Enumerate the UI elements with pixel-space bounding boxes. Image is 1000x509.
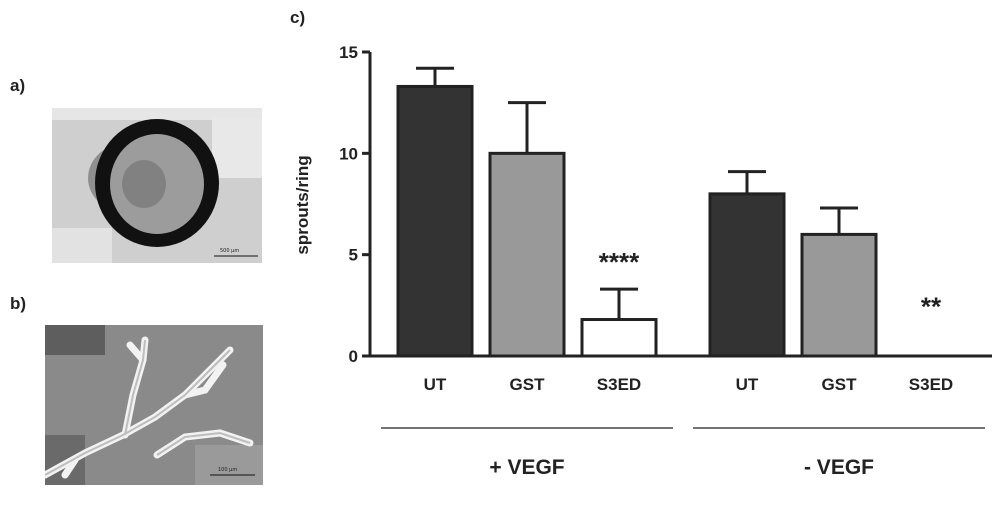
category-label: UT bbox=[424, 375, 447, 394]
bar bbox=[488, 151, 566, 358]
sprouting-micrograph: 100 µm bbox=[45, 325, 263, 485]
category-label: UT bbox=[736, 375, 759, 394]
panel-a-label: a) bbox=[10, 76, 26, 95]
bar bbox=[800, 232, 878, 358]
bar bbox=[580, 318, 658, 358]
significance-label: ** bbox=[921, 291, 942, 321]
chart-axes: 0 5 10 15 bbox=[339, 43, 992, 366]
category-label: GST bbox=[822, 375, 858, 394]
chart-labels: UT GST S3ED **** + VEGF UT GST S3ED ** - VEGF bbox=[381, 247, 985, 479]
group-label: + VEGF bbox=[489, 456, 564, 479]
group-label: - VEGF bbox=[804, 456, 874, 479]
y-tick-label: 15 bbox=[339, 43, 358, 62]
y-tick-label: 10 bbox=[339, 144, 358, 163]
sprouting-image: 100 µm bbox=[45, 325, 263, 485]
chart-bars bbox=[396, 66, 878, 358]
aortic-ring-micrograph: 500 µm bbox=[52, 108, 262, 263]
panel-c-label: c) bbox=[290, 8, 306, 27]
panel-b-label: b) bbox=[10, 294, 27, 313]
scalebar-b-label: 100 µm bbox=[218, 467, 237, 473]
bar bbox=[396, 84, 474, 358]
aortic-ring-image: 500 µm bbox=[52, 108, 262, 263]
category-label: GST bbox=[510, 375, 546, 394]
bar bbox=[708, 192, 786, 358]
significance-label: **** bbox=[599, 247, 640, 277]
category-label: S3ED bbox=[597, 375, 641, 394]
scalebar-a-label: 500 µm bbox=[220, 248, 239, 254]
y-tick-label: 0 bbox=[349, 347, 358, 366]
y-tick-label: 5 bbox=[349, 246, 358, 265]
category-label: S3ED bbox=[909, 375, 953, 394]
y-axis-label: sprouts/ring bbox=[293, 155, 312, 254]
